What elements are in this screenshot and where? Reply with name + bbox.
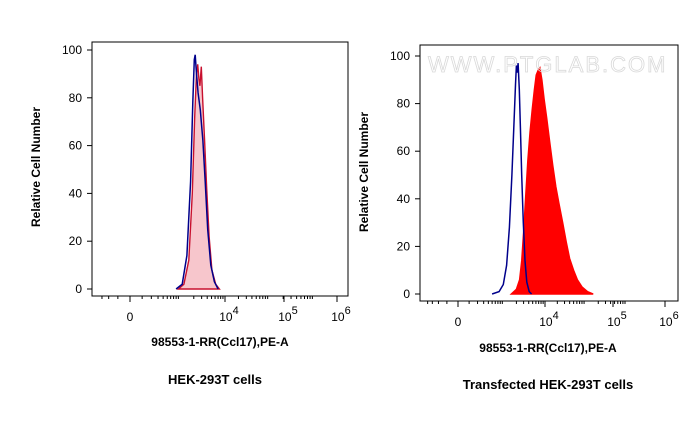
x-tick-label: 106 [659, 310, 678, 329]
y-tick-label: 100 [390, 49, 410, 63]
plot-frame [419, 44, 679, 302]
histogram-outline-series [491, 63, 533, 295]
histogram-filled-series [509, 66, 594, 295]
plot-area [415, 44, 679, 307]
x-tick-exponent: 6 [345, 305, 351, 317]
x-tick-base: 10 [607, 315, 621, 329]
x-tick-base: 10 [659, 315, 673, 329]
y-tick-label: 0 [75, 282, 82, 296]
watermark-text: WWW.PTGLAB.COM [428, 52, 667, 77]
x-tick-base: 10 [539, 315, 553, 329]
panel-caption: Transfected HEK-293T cells [463, 377, 634, 392]
x-tick-label: 106 [331, 305, 350, 324]
histogram-panel-transfected: Relative Cell Number 0 20 40 60 80 100 0… [357, 44, 679, 392]
y-tick-label: 0 [403, 287, 410, 301]
x-axis-title: 98553-1-RR(Ccl17),PE-A [151, 335, 289, 349]
y-tick-labels: 0 20 40 60 80 100 [62, 43, 82, 296]
panel-caption: HEK-293T cells [168, 372, 262, 387]
histogram-outline-series [175, 54, 219, 290]
x-tick-label-zero: 0 [127, 310, 134, 324]
x-tick-base: 0 [455, 315, 462, 329]
y-tick-label: 100 [62, 43, 82, 57]
x-tick-label: 104 [219, 305, 238, 324]
y-tick-label: 40 [69, 186, 83, 200]
x-tick-label: 104 [539, 310, 558, 329]
x-tick-exponent: 5 [292, 305, 298, 317]
x-tick-exponent: 6 [673, 310, 679, 322]
histogram-panel-control: Relative Cell Number 0 20 40 60 80 100 0… [29, 41, 351, 387]
y-axis-title: Relative Cell Number [357, 112, 371, 232]
y-tick-label: 60 [69, 139, 83, 153]
y-tick-label: 20 [69, 234, 83, 248]
x-tick-base: 10 [331, 310, 345, 324]
y-tick-label: 20 [397, 239, 411, 253]
x-axis-title: 98553-1-RR(Ccl17),PE-A [479, 341, 617, 355]
x-tick-label: 105 [607, 310, 626, 329]
y-tick-label: 80 [397, 97, 411, 111]
x-tick-exponent: 5 [621, 310, 627, 322]
x-tick-exponent: 4 [233, 305, 239, 317]
y-tick-label: 80 [69, 91, 83, 105]
x-tick-exponent: 4 [553, 310, 559, 322]
y-tick-labels: 0 20 40 60 80 100 [390, 49, 410, 301]
x-tick-label-zero: 0 [455, 315, 462, 329]
x-tick-base: 10 [278, 310, 292, 324]
y-tick-label: 40 [397, 192, 411, 206]
x-tick-labels: 0 104 105 106 [455, 310, 679, 329]
y-tick-label: 60 [397, 144, 411, 158]
x-tick-labels: 0 104 105 106 [127, 305, 351, 324]
x-tick-label: 105 [278, 305, 297, 324]
x-tick-base: 10 [219, 310, 233, 324]
x-tick-base: 0 [127, 310, 134, 324]
plot-area [87, 41, 349, 302]
plot-frame [91, 41, 349, 297]
y-axis-title: Relative Cell Number [29, 107, 43, 227]
